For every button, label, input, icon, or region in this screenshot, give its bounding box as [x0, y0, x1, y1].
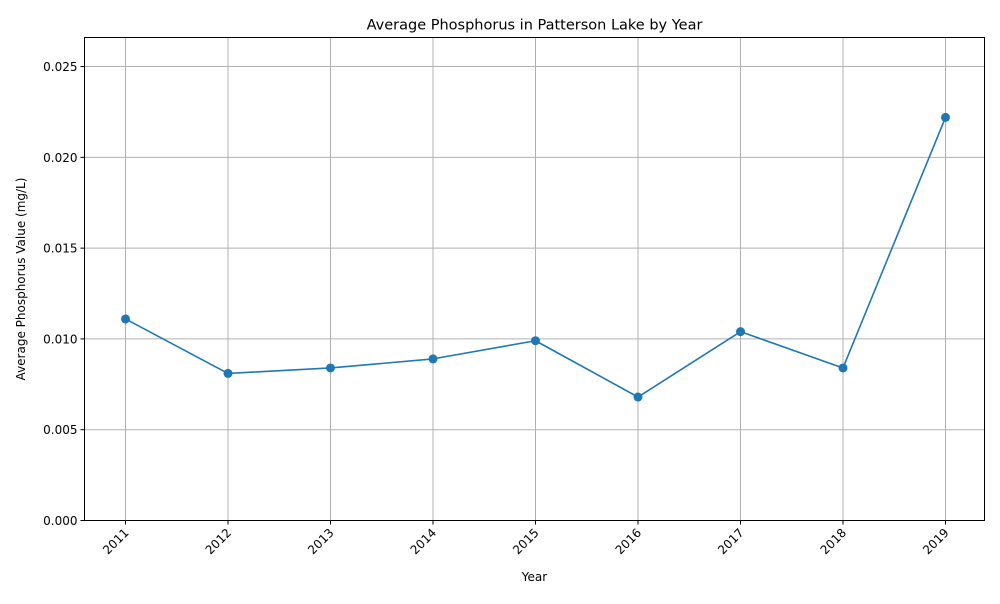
plot-frame [84, 37, 985, 521]
data-point [736, 327, 745, 337]
y-tick-label: 0.025 [43, 60, 77, 74]
y-axis-label: Average Phosphorus Value (mg/L) [14, 178, 28, 381]
y-tick-label: 0.000 [43, 514, 77, 528]
data-point [326, 363, 335, 373]
y-tick-label: 0.005 [43, 423, 77, 437]
data-point [531, 336, 540, 346]
data-point [941, 112, 950, 122]
data-point [633, 392, 643, 402]
data-point [838, 363, 848, 373]
tick-marks [80, 66, 946, 525]
y-tick-label: 0.015 [43, 242, 77, 256]
data-point [223, 368, 233, 378]
y-tick-label: 0.010 [43, 332, 77, 346]
y-tick-labels: 0.000 0.005 0.010 0.015 0.020 0.025 [43, 60, 77, 528]
chart-title: Average Phosphorus in Patterson Lake by … [367, 18, 703, 34]
data-point [121, 314, 130, 324]
data-point [428, 354, 438, 364]
y-tick-label: 0.020 [43, 151, 77, 165]
series-layer [121, 112, 950, 402]
x-axis-label: Year [521, 570, 547, 584]
